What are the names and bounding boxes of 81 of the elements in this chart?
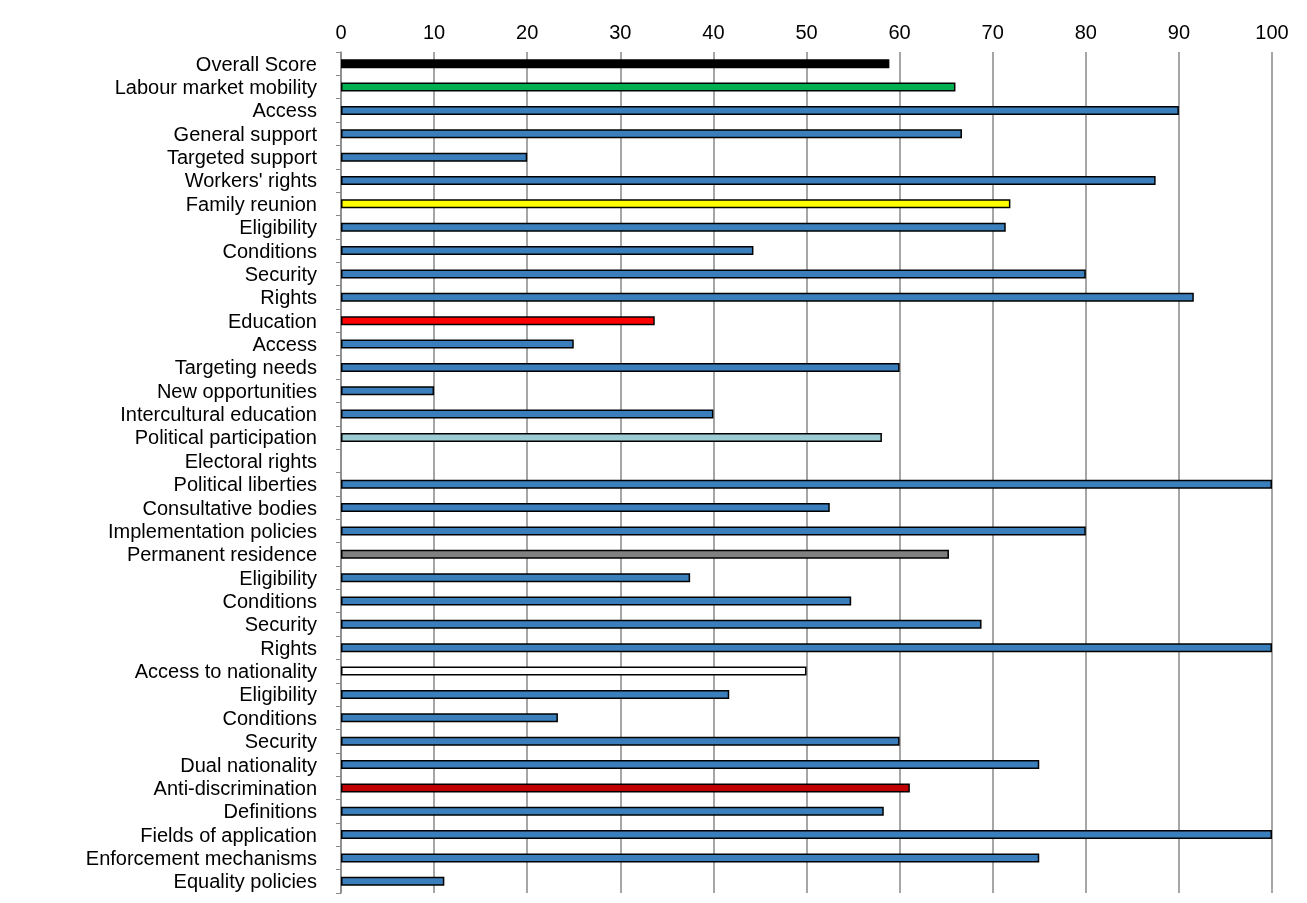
y-tick-label: Consultative bodies: [142, 496, 317, 519]
y-tick-label: Definitions: [223, 800, 317, 823]
x-tick-label: 90: [1167, 21, 1191, 43]
y-tick-label: Education: [228, 309, 317, 332]
x-tick-label: 70: [981, 21, 1004, 43]
x-tick-label: 20: [516, 21, 539, 43]
bar: [341, 175, 1156, 185]
y-tick-label: General support: [173, 122, 318, 145]
bar: [341, 105, 1179, 115]
y-tick-label: Overall Score: [195, 52, 317, 75]
bar: [341, 573, 691, 583]
x-tick-label: 40: [702, 21, 725, 43]
bar: [341, 853, 1040, 863]
y-tick-label: Access: [252, 333, 317, 356]
bar: [341, 316, 655, 326]
bar: [341, 432, 882, 442]
y-tick-label: Access: [252, 99, 317, 122]
y-tick-label: Rights: [260, 636, 317, 659]
y-tick-label: Eligibility: [239, 216, 317, 239]
y-tick-label: Rights: [260, 286, 317, 309]
y-tick-label: Access to nationality: [134, 660, 317, 683]
x-tick-label: 50: [795, 21, 818, 43]
y-tick-label: Electoral rights: [184, 449, 317, 472]
x-tick-label: 100: [1255, 21, 1289, 43]
x-tick-label: 10: [422, 21, 446, 43]
bar: [341, 666, 807, 676]
bar: [341, 830, 1272, 840]
x-tick-label: 30: [609, 21, 632, 43]
bar: [341, 292, 1194, 302]
y-tick-label: Workers' rights: [184, 169, 317, 192]
x-tick-label: 60: [888, 21, 911, 43]
y-tick-label: Eligibility: [239, 566, 317, 589]
bar: [341, 503, 830, 513]
bar: [341, 129, 962, 139]
bar: [341, 806, 884, 816]
bar: [341, 339, 574, 349]
bar: [341, 409, 714, 419]
bar: [341, 479, 1272, 489]
bar: [341, 222, 1006, 232]
y-tick-label: Dual nationality: [180, 753, 317, 776]
y-tick-label: Eligibility: [239, 683, 317, 706]
y-tick-label: Targeting needs: [174, 356, 317, 379]
x-tick-label: 80: [1074, 21, 1097, 43]
bar: [341, 783, 910, 793]
y-tick-label: Labour market mobility: [114, 76, 317, 99]
y-tick-label: Security: [244, 730, 317, 753]
y-tick-label: Security: [244, 613, 317, 636]
bar: [341, 199, 1011, 209]
y-tick-label: Permanent residence: [126, 543, 317, 566]
y-tick-label: Conditions: [222, 239, 317, 262]
y-tick-label: Intercultural education: [120, 403, 317, 426]
bar: [341, 760, 1040, 770]
y-tick-label: Family reunion: [185, 192, 317, 215]
y-tick-label: New opportunities: [156, 379, 317, 402]
bar: [341, 736, 900, 746]
bar: [341, 596, 852, 606]
bar: [341, 526, 1086, 536]
bar: [341, 643, 1272, 653]
y-tick-label: Anti-discrimination: [153, 776, 317, 799]
bar: [341, 269, 1086, 279]
bar: [341, 82, 956, 92]
bar: [341, 152, 528, 162]
y-tick-label: Targeted support: [166, 146, 318, 169]
y-tick-label: Security: [244, 262, 317, 285]
y-tick-label: Enforcement mechanisms: [85, 846, 317, 869]
bar: [341, 689, 730, 699]
y-tick-label: Equality policies: [173, 870, 317, 893]
y-tick-label: Fields of application: [140, 823, 317, 846]
bar: [341, 246, 754, 256]
y-tick-label: Implementation policies: [108, 519, 317, 542]
bar: [341, 386, 435, 396]
bar: [341, 362, 900, 372]
y-tick-label: Political liberties: [173, 473, 317, 496]
bar: [341, 713, 558, 723]
bar: [341, 876, 445, 886]
y-tick-label: Conditions: [222, 706, 317, 729]
x-tick-label: 0: [335, 21, 347, 43]
y-tick-label: Political participation: [134, 426, 317, 449]
bar: [341, 619, 982, 629]
y-tick-label: Conditions: [222, 589, 317, 612]
bar: [341, 59, 890, 69]
